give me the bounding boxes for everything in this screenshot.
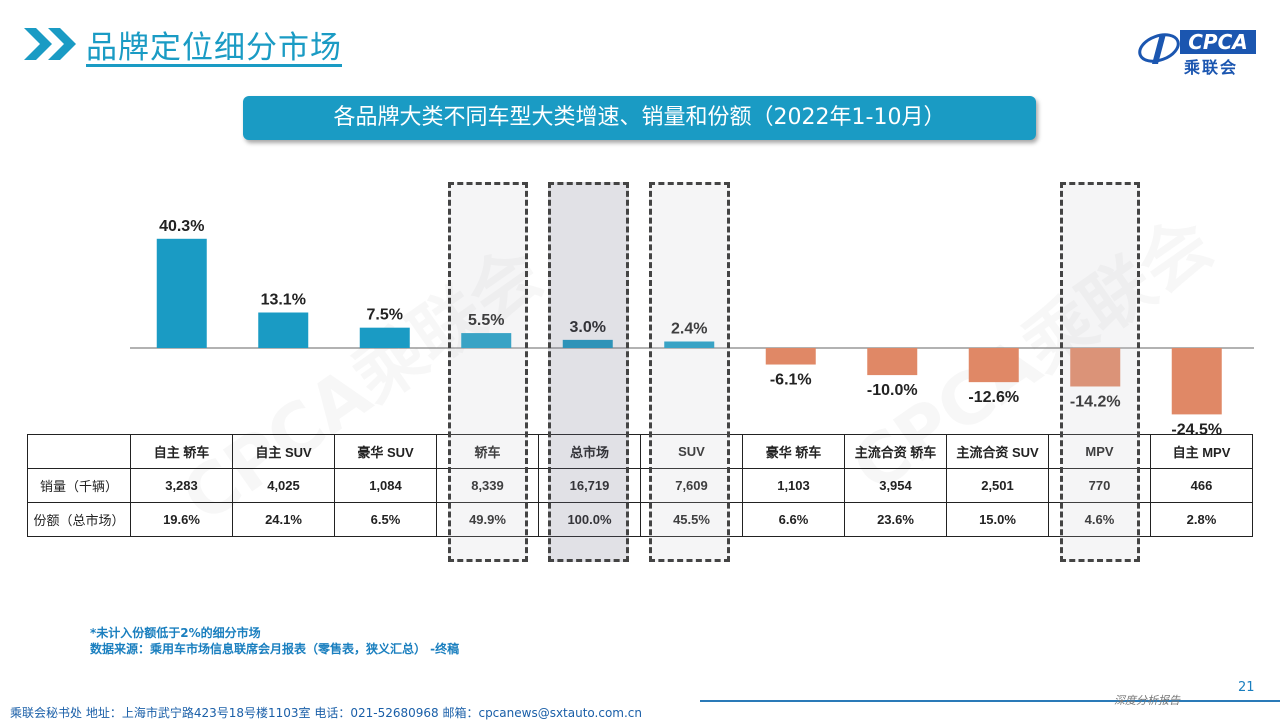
cpca-logo: CPCA 乘联会 — [1136, 20, 1260, 77]
table-cell: 4,025 — [232, 468, 335, 503]
footer-divider — [700, 700, 1280, 702]
column-header: 自主 轿车 — [130, 434, 233, 469]
column-header: 豪华 SUV — [334, 434, 437, 469]
table-cell: 1,084 — [334, 468, 437, 503]
table-cell: 4.6% — [1048, 502, 1151, 537]
bar-value-label: -10.0% — [867, 382, 918, 399]
bar-value-label: 5.5% — [468, 312, 504, 329]
table-row: 份额（总市场） 19.6% 24.1% 6.5% 49.9% 100.0% 45.5% 6.… — [27, 502, 1253, 537]
column-header: 豪华 轿车 — [742, 434, 845, 469]
table-corner-cell — [27, 434, 131, 469]
table-cell: 100.0% — [538, 502, 641, 537]
logo-cn: 乘联会 — [1184, 58, 1239, 77]
column-header: 主流合资 轿车 — [844, 434, 947, 469]
highlight-box-sedan — [448, 182, 528, 562]
table-cell: 466 — [1150, 468, 1253, 503]
bar-value-label: -14.2% — [1070, 393, 1121, 410]
bar — [1171, 348, 1222, 415]
footer-tag: 深度分析报告 — [1114, 694, 1180, 707]
logo-text: CPCA — [1180, 30, 1256, 54]
table-cell: 6.5% — [334, 502, 437, 537]
table-cell: 23.6% — [844, 502, 947, 537]
bar-value-label: 7.5% — [367, 307, 403, 324]
bar-value-label: 13.1% — [261, 291, 306, 308]
bar-value-label: 3.0% — [570, 319, 606, 336]
bar-value-label: -6.1% — [770, 372, 812, 389]
table-cell: 49.9% — [436, 502, 539, 537]
highlight-box-suv — [649, 182, 730, 562]
bar-value-label: -12.6% — [968, 389, 1019, 406]
data-source: 数据来源：乘用车市场信息联席会月报表（零售表，狭义汇总） -终稿 — [90, 642, 460, 656]
table-cell: 8,339 — [436, 468, 539, 503]
table-cell: 2.8% — [1150, 502, 1253, 537]
row-label: 销量（千辆） — [27, 468, 131, 503]
table-cell: 45.5% — [640, 502, 743, 537]
column-header: 总市场 — [538, 434, 641, 469]
bar — [562, 339, 613, 348]
page-number: 21 — [1238, 680, 1255, 695]
table-cell: 3,283 — [130, 468, 233, 503]
bar — [765, 348, 816, 365]
bar — [664, 341, 715, 348]
bar — [461, 333, 512, 348]
table-cell: 1,103 — [742, 468, 845, 503]
table-row: 销量（千辆） 3,283 4,025 1,084 8,339 16,719 7,609 1,… — [27, 468, 1253, 503]
table-cell: 3,954 — [844, 468, 947, 503]
bar-value-label: 40.3% — [159, 218, 204, 235]
bar — [1070, 348, 1121, 387]
chart-title: 各品牌大类不同车型大类增速、销量和份额（2022年1-10月） — [243, 96, 1036, 140]
highlight-box-mpv — [1060, 182, 1140, 562]
table-cell: 19.6% — [130, 502, 233, 537]
data-table: 自主 轿车 自主 SUV 豪华 SUV 轿车 总市场 SUV 豪华 轿车 主流合资 轿车 主流合… — [27, 434, 1253, 537]
bar — [359, 327, 410, 348]
column-header: 自主 MPV — [1150, 434, 1253, 469]
column-header: 轿车 — [436, 434, 539, 469]
bar — [968, 348, 1019, 383]
table-cell: 15.0% — [946, 502, 1049, 537]
table-cell: 6.6% — [742, 502, 845, 537]
column-header: 主流合资 SUV — [946, 434, 1049, 469]
bar — [258, 312, 309, 348]
bar-value-label: 2.4% — [671, 320, 707, 337]
highlight-box-total-market — [548, 182, 629, 562]
footnote: *未计入份额低于2%的细分市场 — [90, 626, 261, 640]
logo-emblem-icon — [1138, 33, 1180, 64]
footer-contact: 乘联会秘书处 地址：上海市武宁路423号18号楼1103室 电话：021-526… — [10, 706, 643, 720]
row-label: 份额（总市场） — [27, 502, 131, 537]
table-cell: 24.1% — [232, 502, 335, 537]
bar — [867, 348, 918, 376]
page-title: 品牌定位细分市场 — [86, 30, 342, 66]
bar-chart: 40.3% 13.1% 7.5% 5.5% 3.0% 2.4% -6.1% -10.0% -12… — [130, 218, 1254, 438]
chevrons-icon — [24, 24, 84, 68]
bar — [156, 238, 207, 348]
column-header: 自主 SUV — [232, 434, 335, 469]
table-cell: 2,501 — [946, 468, 1049, 503]
